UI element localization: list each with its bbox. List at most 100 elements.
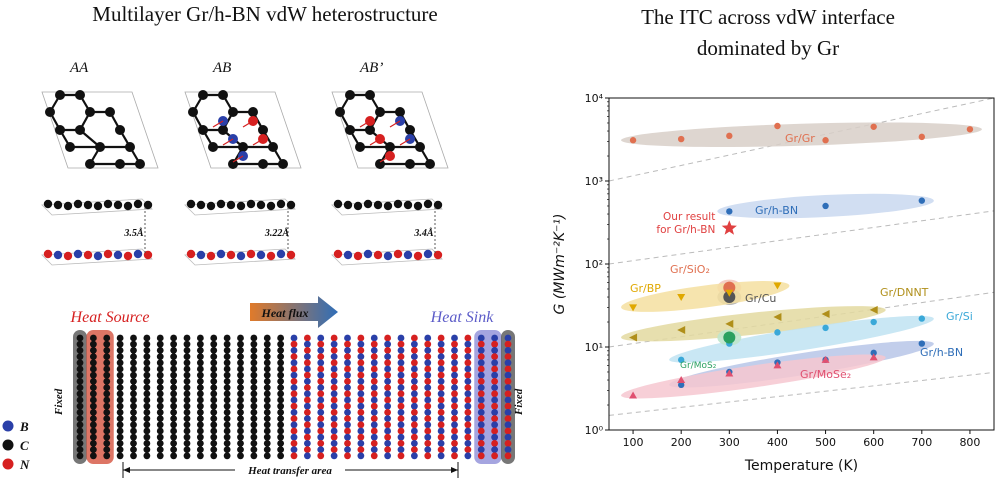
boron-atom [343,250,353,260]
chain-atom [277,402,285,410]
chain-atom [290,440,298,447]
chain-atom [397,396,405,404]
chain-atom [424,334,432,342]
chain-atom [330,440,338,447]
chain-atom [250,334,258,342]
data-point [822,202,829,210]
x-tick-label: 600 [863,436,884,449]
y-tick-label: 10⁰ [585,424,604,437]
chain-atom [303,433,311,441]
chain-atom [196,427,204,435]
chain-atom [370,378,378,385]
chain-atom [344,371,351,379]
data-point [725,289,734,297]
chain-atom [103,371,111,379]
chain-atom [210,440,218,447]
carbon-atom [53,200,63,210]
chain-atom [196,371,204,379]
carbon-atom [196,200,206,210]
chain-atom [223,371,231,379]
chain-atom [357,427,365,435]
carbon-atom [258,125,268,135]
chain-atom [196,390,204,398]
chain-atom [263,378,271,385]
nitrogen-atom [333,249,343,259]
chain-atom [384,334,392,342]
chain-atom [410,440,418,447]
chain-atom [196,384,204,391]
chain-atom [103,402,111,410]
chain-atom [116,415,124,422]
chain-atom [130,433,137,441]
chain-atom [170,390,178,398]
carbon-atom [105,107,115,117]
chain-atom [330,446,338,453]
data-point [821,309,830,318]
chain-atom [330,334,338,342]
data-point [870,349,877,357]
chain-atom [491,427,499,435]
chain-atom [370,359,378,367]
chain-atom [437,340,445,348]
atom-chain-bn [317,334,325,460]
chain-atom [397,421,405,429]
chain-atom [437,359,445,367]
series-band [621,354,886,399]
chain-atom [170,446,178,453]
chain-atom [156,390,164,398]
chain-atom [277,378,285,385]
chain-atom [263,396,271,404]
chain-atom [504,409,512,416]
chain-atom [237,353,244,360]
chain-atom [89,365,97,373]
chain-atom [330,371,338,379]
chain-atom [504,353,512,360]
interlayer-spacing: 3.5Å [123,227,144,239]
chain-atom [103,409,111,416]
chain-atom [277,371,285,379]
chain-atom [357,340,365,348]
chain-atom [303,371,311,379]
heat-transfer-arrowhead-right [451,467,458,473]
chain-atom [263,353,271,360]
atom-chain-fixed-right [504,334,512,460]
chain-atom [277,390,285,398]
chain-atom [250,433,258,441]
chain-atom [451,384,458,391]
fixed-right-label: Fixed [513,388,525,416]
carbon-atom [188,107,198,117]
chain-atom [170,396,178,404]
chain-atom [156,402,164,410]
chain-atom [103,446,111,453]
chain-atom [89,347,97,354]
chain-atom [250,402,258,410]
chain-atom [410,390,418,398]
chain-atom [477,452,485,460]
chain-atom [451,446,458,453]
chain-atom [464,347,472,354]
chain-atom [223,409,231,416]
carbon-atom [85,159,95,169]
bn-bond [399,138,411,146]
chain-atom [437,415,445,422]
chain-atom [303,440,311,447]
chain-atom [183,334,191,342]
chain-atom [210,415,218,422]
chain-atom [263,433,271,441]
chain-atom [451,390,458,398]
chain-atom [317,359,325,367]
chain-atom [451,334,458,342]
chain-atom [89,390,97,398]
data-point [677,356,685,364]
structure-diagram: AA 3.5Å AB 3.22Å AB’ 3.4Å BCN Heat Source Hea… [2,60,525,478]
chain-atom [357,378,365,385]
chain-atom [397,415,405,422]
chain-atom [437,347,445,354]
nitrogen-atom [286,250,296,260]
atom-chain-carbon [170,334,178,460]
chain-atom [303,340,311,348]
chain-atom [196,365,204,373]
chain-atom [491,378,499,385]
carbon-atom [218,125,228,135]
carbon-atom [375,159,385,169]
